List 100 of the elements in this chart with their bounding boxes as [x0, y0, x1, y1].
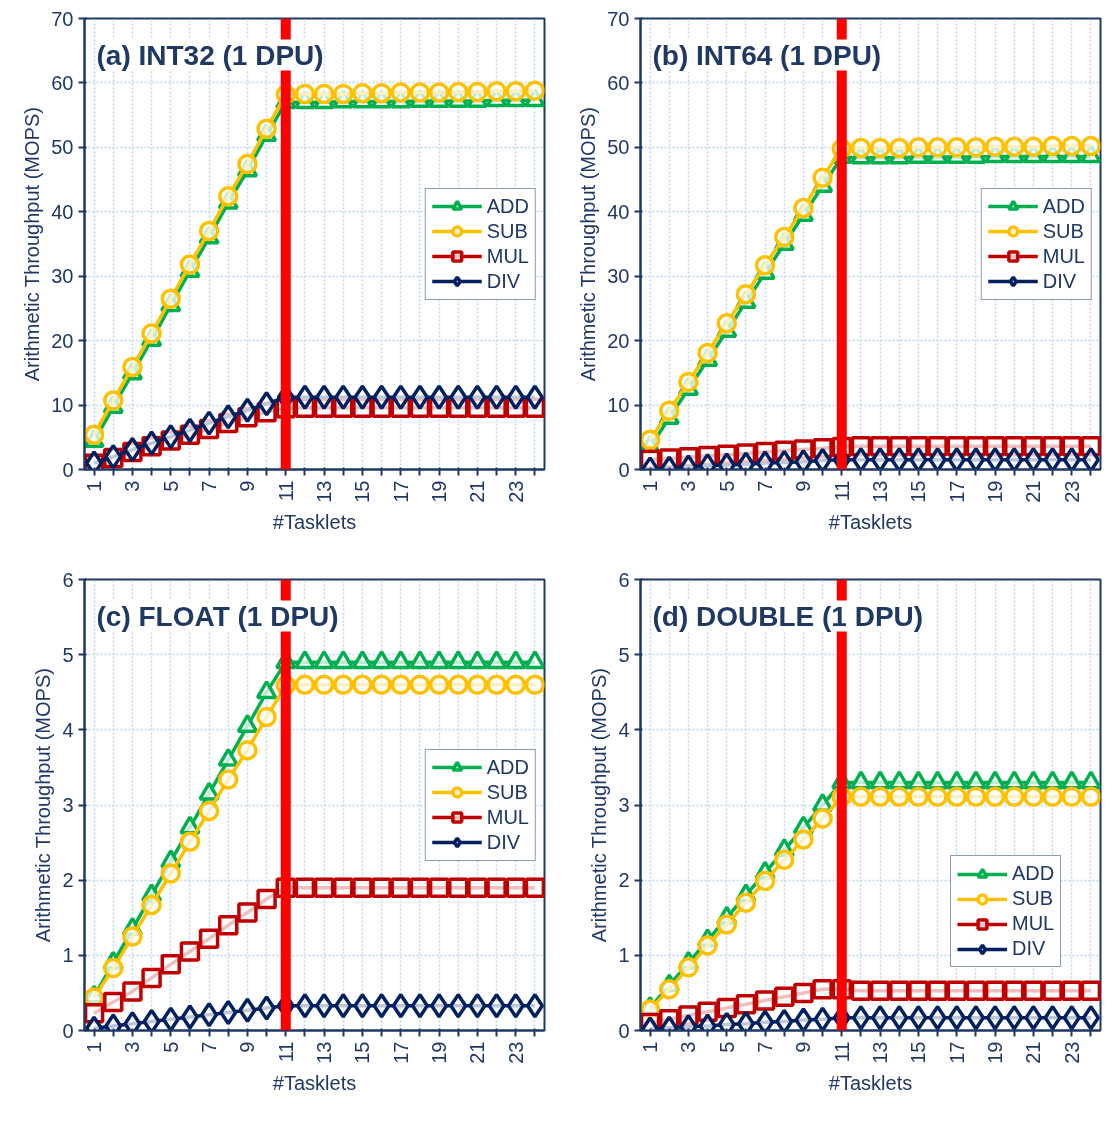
x-tick-label: 17 [389, 1041, 412, 1064]
legend-label: MUL [486, 244, 529, 268]
y-axis-title: Arithmetic Throughput (MOPS) [577, 107, 600, 382]
y-tick-label: 4 [618, 718, 630, 741]
y-tick-label: 0 [618, 1019, 630, 1042]
x-tick-label: 3 [121, 1041, 144, 1053]
text: (a) INT32 (1 DPU) [96, 39, 324, 71]
x-tick-label: 3 [677, 480, 700, 492]
x-tick-label: 15 [351, 1041, 374, 1064]
x-tick-label: 7 [754, 1041, 777, 1053]
y-tick-label: 5 [618, 643, 630, 666]
legend-label: MUL [1042, 244, 1085, 268]
legend-label: MUL [486, 805, 529, 829]
y-axis-title: Arithmetic Throughput (MOPS) [588, 668, 611, 943]
x-tick-label: 23 [1060, 1041, 1083, 1064]
x-axis-title: #Tasklets [272, 1071, 357, 1094]
legend-label: SUB [1042, 219, 1084, 243]
y-tick-label: 30 [51, 265, 74, 288]
y-tick-label: 20 [51, 329, 74, 352]
y-tick-label: 40 [51, 200, 74, 223]
legend-label: DIV [486, 830, 521, 854]
legend-label: ADD [1012, 862, 1055, 885]
y-axis-title: Arithmetic Throughput (MOPS) [32, 668, 55, 943]
x-tick-label: 21 [1022, 480, 1045, 503]
x-tick-label: 9 [792, 480, 815, 492]
x-tick-label: 21 [466, 480, 489, 503]
y-tick-label: 4 [62, 718, 74, 741]
x-tick-label: 11 [274, 1041, 297, 1063]
y-tick-label: 3 [618, 794, 630, 816]
x-tick-label: 19 [984, 1041, 1007, 1064]
x-tick-label: 1 [639, 1041, 662, 1053]
y-tick-label: 40 [607, 200, 630, 223]
x-tick-label: 19 [428, 480, 451, 503]
y-tick-label: 1 [62, 944, 74, 967]
legend-label: ADD [1042, 194, 1085, 218]
y-tick-label: 3 [62, 794, 74, 816]
y-tick-label: 1 [618, 944, 630, 967]
x-axis-title: #Tasklets [272, 510, 357, 533]
legend-label: ADD [486, 194, 529, 218]
x-tick-label: 13 [313, 1041, 336, 1064]
x-tick-label: 17 [945, 480, 968, 503]
x-tick-label: 9 [236, 1041, 259, 1053]
legend-label: ADD [486, 755, 529, 779]
legend-label: SUB [1012, 887, 1054, 910]
x-tick-label: 15 [907, 480, 930, 503]
x-tick-label: 5 [159, 1041, 182, 1053]
text: (d) DOUBLE (1 DPU) [652, 600, 924, 632]
x-tick-label: 21 [466, 1041, 489, 1064]
y-tick-label: 0 [618, 458, 630, 481]
x-tick-label: 1 [83, 1041, 106, 1053]
text: (b) INT64 (1 DPU) [652, 39, 882, 71]
y-tick-label: 50 [51, 136, 74, 159]
y-axis-title: Arithmetic Throughput (MOPS) [21, 107, 44, 382]
x-tick-label: 1 [639, 480, 662, 492]
x-tick-label: 3 [121, 480, 144, 492]
legend-label: MUL [1012, 912, 1055, 935]
x-tick-label: 11 [830, 480, 853, 502]
x-tick-label: 13 [869, 1041, 892, 1064]
y-tick-label: 0 [62, 458, 74, 481]
x-tick-label: 7 [198, 480, 221, 492]
x-tick-label: 13 [313, 480, 336, 503]
y-tick-label: 60 [51, 71, 74, 94]
x-tick-label: 5 [715, 480, 738, 492]
text: (c) FLOAT (1 DPU) [96, 600, 339, 632]
x-tick-label: 9 [236, 480, 259, 492]
y-tick-label: 30 [607, 265, 630, 288]
x-tick-label: 21 [1022, 1041, 1045, 1064]
x-tick-label: 9 [792, 1041, 815, 1053]
y-tick-label: 2 [618, 869, 630, 892]
x-tick-label: 5 [715, 1041, 738, 1053]
y-tick-label: 5 [62, 643, 74, 666]
y-tick-label: 0 [62, 1019, 74, 1042]
y-tick-label: 10 [51, 394, 74, 417]
legend-label: DIV [1042, 269, 1077, 293]
x-tick-label: 17 [945, 1041, 968, 1064]
y-tick-label: 6 [62, 568, 74, 591]
x-tick-label: 11 [274, 480, 297, 502]
x-tick-label: 17 [389, 480, 412, 503]
y-tick-label: 6 [618, 568, 630, 591]
x-axis-title: #Tasklets [828, 510, 913, 533]
x-tick-label: 15 [351, 480, 374, 503]
y-tick-label: 20 [607, 329, 630, 352]
x-axis-title: #Tasklets [828, 1071, 913, 1094]
legend-label: SUB [486, 219, 528, 243]
x-tick-label: 23 [504, 1041, 527, 1064]
x-tick-label: 23 [1060, 480, 1083, 503]
x-tick-label: 13 [869, 480, 892, 503]
x-tick-label: 19 [984, 480, 1007, 503]
x-tick-label: 11 [830, 1041, 853, 1063]
y-tick-label: 10 [607, 394, 630, 417]
x-tick-label: 1 [83, 480, 106, 492]
x-tick-label: 3 [677, 1041, 700, 1053]
x-tick-label: 7 [754, 480, 777, 492]
x-tick-label: 23 [504, 480, 527, 503]
x-tick-label: 5 [159, 480, 182, 492]
y-tick-label: 70 [51, 7, 74, 30]
y-tick-label: 70 [607, 7, 630, 30]
legend-label: DIV [1012, 937, 1046, 960]
y-tick-label: 50 [607, 136, 630, 159]
x-tick-label: 15 [907, 1041, 930, 1064]
